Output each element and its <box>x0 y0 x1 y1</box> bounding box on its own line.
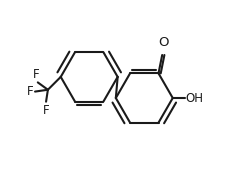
Text: F: F <box>27 85 33 98</box>
Text: F: F <box>33 68 39 81</box>
Text: F: F <box>43 104 49 117</box>
Text: OH: OH <box>186 92 204 105</box>
Text: O: O <box>158 36 168 50</box>
